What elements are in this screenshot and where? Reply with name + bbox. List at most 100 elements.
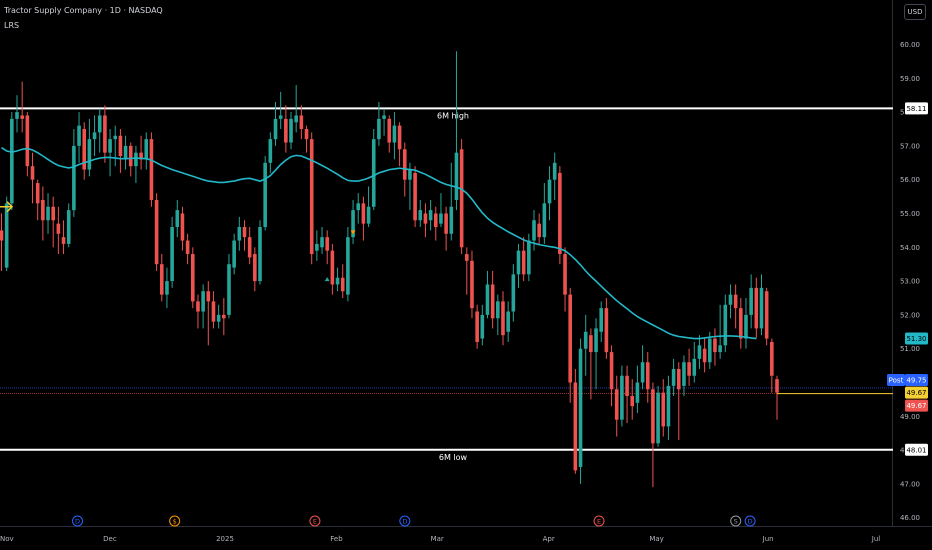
candle — [687, 348, 691, 386]
candle — [573, 368, 578, 474]
candle-body — [108, 139, 112, 153]
candle — [66, 203, 71, 248]
candle-body — [165, 281, 169, 295]
candle-body — [159, 264, 164, 295]
candle — [268, 132, 273, 173]
candle-body — [61, 237, 66, 244]
level-line-label: 6M low — [439, 453, 468, 462]
candle — [103, 105, 107, 163]
candle — [594, 318, 598, 390]
time-axis-label: Jul — [871, 535, 881, 543]
ma-line — [1, 146, 757, 340]
candle — [537, 213, 541, 244]
candle-body — [56, 223, 61, 234]
event-marker[interactable]: D — [744, 515, 756, 527]
candle — [15, 95, 19, 133]
candle-body — [552, 162, 557, 180]
candle — [496, 294, 500, 336]
candle — [568, 287, 572, 403]
candle — [485, 270, 490, 319]
event-marker[interactable]: D — [399, 515, 411, 527]
event-marker-circle[interactable] — [72, 515, 84, 527]
candle — [340, 264, 345, 298]
candle — [599, 301, 604, 342]
candle-body — [547, 179, 552, 204]
candle — [718, 304, 722, 359]
candle — [361, 196, 366, 241]
candle — [92, 115, 97, 157]
candle — [87, 118, 92, 177]
candle — [620, 365, 624, 427]
candle-body — [320, 237, 324, 248]
candle — [351, 199, 355, 244]
event-marker-circle[interactable] — [593, 515, 605, 527]
event-marker[interactable]: E — [309, 515, 321, 527]
event-marker-text: E — [597, 518, 601, 526]
candle-body — [754, 287, 759, 329]
candle-body — [154, 199, 159, 265]
candle-body — [480, 314, 485, 339]
candle-body — [594, 328, 598, 353]
candle-body — [10, 118, 14, 204]
candle — [371, 129, 376, 211]
last-price-label-bg — [905, 399, 928, 412]
candle-body — [232, 240, 236, 268]
event-marker-circle[interactable] — [169, 515, 181, 527]
candle — [682, 355, 686, 397]
ma-price-label: 51.30 — [905, 332, 928, 345]
candle-body — [532, 220, 536, 241]
event-marker-circle[interactable] — [309, 515, 321, 527]
event-marker-circle[interactable] — [730, 515, 742, 527]
candle-body — [609, 352, 614, 390]
candle-body — [211, 301, 216, 322]
candle-body — [20, 115, 24, 119]
candle — [480, 304, 485, 346]
candle-body — [278, 115, 283, 119]
event-marker[interactable]: E — [593, 515, 605, 527]
currency-button[interactable]: USD — [904, 4, 926, 20]
candle-body — [527, 240, 531, 275]
candle — [506, 301, 510, 342]
event-marker[interactable]: S — [730, 515, 742, 527]
candle — [449, 162, 454, 241]
candle-body — [66, 210, 71, 244]
candle — [232, 233, 236, 275]
close-price-label-text: 49.67 — [906, 389, 926, 397]
candle — [671, 358, 676, 397]
candle-body — [635, 382, 640, 403]
candle — [216, 304, 221, 329]
candle — [666, 375, 671, 440]
event-marker[interactable]: D — [72, 515, 84, 527]
candle-body — [418, 210, 423, 221]
candle-body — [465, 254, 469, 261]
candle-body — [583, 331, 588, 349]
candle-body — [676, 368, 681, 390]
candle-body — [170, 227, 174, 282]
candle — [475, 304, 479, 349]
candle — [237, 216, 242, 251]
event-marker-circle[interactable] — [399, 515, 411, 527]
candle — [165, 267, 169, 309]
candle-body — [72, 145, 76, 211]
price-tick-label: 46.00 — [900, 514, 920, 522]
candle-body — [770, 341, 774, 376]
candle-body — [346, 237, 350, 295]
candle-body — [242, 227, 247, 238]
event-marker-circle[interactable] — [744, 515, 756, 527]
candle-body — [506, 311, 510, 332]
candle-body — [315, 243, 319, 251]
candle-body — [134, 152, 138, 167]
candle-body — [707, 338, 712, 363]
candle — [315, 230, 319, 261]
candle-body — [51, 206, 55, 221]
candle — [72, 129, 76, 217]
candle-body — [651, 389, 655, 444]
event-marker[interactable]: $ — [169, 515, 181, 527]
event-marker-text: D — [75, 518, 80, 526]
level-price-label-bg — [905, 443, 928, 456]
candle — [356, 193, 361, 224]
candle — [459, 139, 464, 255]
event-marker-text: D — [748, 518, 753, 526]
candle — [366, 186, 371, 228]
